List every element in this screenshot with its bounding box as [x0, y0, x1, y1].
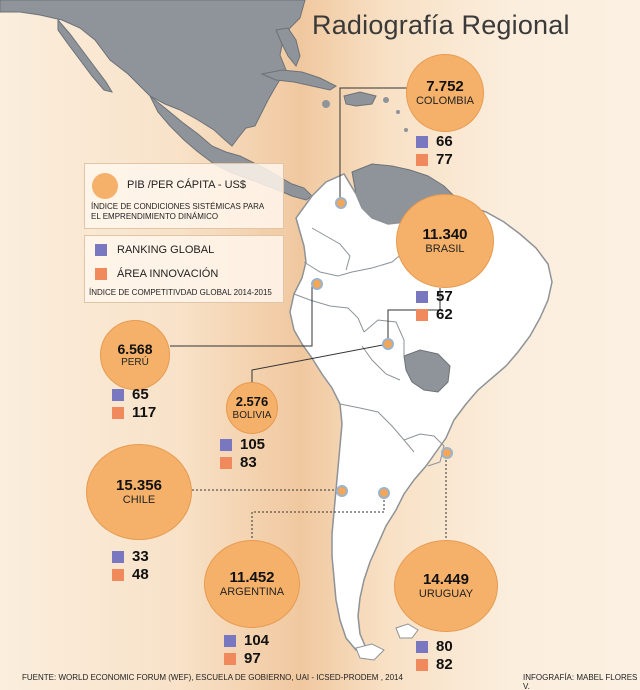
- ranking-value: 66: [436, 133, 453, 150]
- ranking-value: 33: [132, 548, 149, 565]
- credit-note: INFOGRAFÍA: MABEL FLORES V.: [523, 673, 638, 690]
- pib-value: 6.568: [117, 341, 153, 358]
- pib-value: 15.356: [116, 477, 162, 495]
- stat-brasil-innovation: 62: [416, 306, 476, 323]
- tierra-del-fuego: [355, 643, 385, 661]
- baja-peninsula: [57, 18, 114, 93]
- innovation-value: 62: [436, 306, 453, 323]
- pib-value: 11.452: [229, 569, 275, 587]
- pib-legend-circle: [92, 173, 118, 199]
- marker-peru: [311, 278, 323, 290]
- stat-argentina-ranking: 104: [224, 632, 284, 649]
- innovation-value: 83: [240, 454, 257, 471]
- ranking-swatch: [416, 640, 428, 653]
- stat-bolivia-ranking: 105: [220, 436, 280, 453]
- innovation-value: 97: [244, 650, 261, 667]
- caribbean-island: [383, 97, 389, 103]
- stat-argentina-innovation: 97: [224, 650, 284, 667]
- marker-colombia: [335, 197, 347, 209]
- innovation-swatch: [416, 308, 428, 321]
- innovation-swatch: [220, 456, 232, 469]
- ranking-value: 104: [244, 632, 270, 649]
- marker-chile: [336, 485, 348, 497]
- country-borders: [293, 227, 445, 467]
- innovation-legend-label: ÁREA INNOVACIÓN: [117, 268, 219, 280]
- country-name: PERÚ: [121, 357, 149, 369]
- ranking-legend-label: RANKING GLOBAL: [117, 244, 215, 256]
- bubble-uruguay: 14.449 URUGUAY: [394, 540, 498, 632]
- pib-value: 2.576: [235, 393, 269, 409]
- innovation-value: 77: [436, 151, 453, 168]
- ranking-value: 65: [132, 386, 149, 403]
- stat-bolivia-innovation: 83: [220, 454, 280, 471]
- ranking-value: 80: [436, 638, 453, 655]
- innovation-legend-swatch: [95, 268, 107, 280]
- ranking-swatch: [416, 135, 428, 148]
- competitiveness-legend-label: ÍNDICE DE COMPETITIVDAD GLOBAL 2014-2015: [89, 288, 272, 297]
- ranking-value: 57: [436, 288, 453, 305]
- ranking-swatch: [220, 438, 232, 451]
- stat-colombia-innovation: 77: [416, 151, 476, 168]
- caribbean-island: [322, 100, 330, 108]
- country-name: CHILE: [122, 494, 156, 507]
- country-name: ARGENTINA: [219, 586, 285, 599]
- innovation-swatch: [112, 406, 124, 419]
- marker-uruguay: [441, 447, 453, 459]
- stat-peru-ranking: 65: [112, 386, 172, 403]
- caribbean-island: [396, 110, 400, 114]
- stat-colombia-ranking: 66: [416, 133, 476, 150]
- stat-chile-innovation: 48: [112, 566, 172, 583]
- country-name: COLOMBIA: [415, 95, 475, 108]
- pib-legend-desc: ÍNDICE DE CONDICIONES SISTÉMICAS PARA EL…: [91, 202, 265, 221]
- cuba: [260, 69, 337, 91]
- stat-uruguay-innovation: 82: [416, 656, 476, 673]
- bubble-chile: 15.356 CHILE: [86, 444, 192, 540]
- pib-legend-label: PIB /PER CÁPITA - US$: [127, 179, 246, 191]
- innovation-value: 117: [132, 404, 157, 421]
- hispaniola: [343, 91, 377, 107]
- pib-value: 7.752: [426, 78, 464, 96]
- innovation-swatch: [224, 652, 236, 665]
- country-name: BRASIL: [425, 243, 465, 256]
- innovation-swatch: [416, 153, 428, 166]
- florida: [275, 27, 301, 67]
- ranking-value: 105: [240, 436, 266, 453]
- bubble-peru: 6.568 PERÚ: [100, 320, 170, 390]
- country-name: URUGUAY: [418, 588, 474, 601]
- ranking-swatch: [112, 388, 124, 401]
- ranking-swatch: [416, 290, 428, 303]
- caribbean-island: [404, 128, 408, 132]
- legend-pib: PIB /PER CÁPITA - US$ ÍNDICE DE CONDICIO…: [84, 163, 284, 229]
- pib-value: 11.340: [422, 226, 468, 244]
- north-america-land: [0, 0, 306, 147]
- innovation-swatch: [416, 658, 428, 671]
- pib-value: 14.449: [423, 571, 469, 589]
- source-note: FUENTE: WORLD ECONOMIC FORUM (WEF), ESCU…: [22, 673, 403, 682]
- ranking-swatch: [224, 634, 236, 647]
- marker-bolivia: [382, 338, 394, 350]
- page-title: Radiografía Regional: [312, 10, 570, 40]
- innovation-swatch: [112, 568, 124, 581]
- stat-chile-ranking: 33: [112, 548, 172, 565]
- country-name: BOLIVIA: [232, 409, 272, 421]
- falkland-islands: [395, 623, 419, 639]
- bubble-argentina: 11.452 ARGENTINA: [204, 540, 300, 628]
- ranking-swatch: [112, 550, 124, 563]
- ranking-legend-swatch: [95, 244, 107, 256]
- legend-competitiveness: RANKING GLOBAL ÁREA INNOVACIÓN ÍNDICE DE…: [84, 235, 284, 303]
- stat-peru-innovation: 117: [112, 404, 172, 421]
- innovation-value: 82: [436, 656, 453, 673]
- connector-lines: [170, 87, 447, 540]
- bubble-colombia: 7.752 COLOMBIA: [406, 54, 484, 132]
- marker-argentina: [378, 487, 390, 499]
- bubble-brasil: 11.340 BRASIL: [396, 194, 494, 288]
- bubble-bolivia: 2.576 BOLIVIA: [226, 382, 278, 434]
- innovation-value: 48: [132, 566, 149, 583]
- paraguay-overlay: [403, 349, 451, 393]
- stat-uruguay-ranking: 80: [416, 638, 476, 655]
- stat-brasil-ranking: 57: [416, 288, 476, 305]
